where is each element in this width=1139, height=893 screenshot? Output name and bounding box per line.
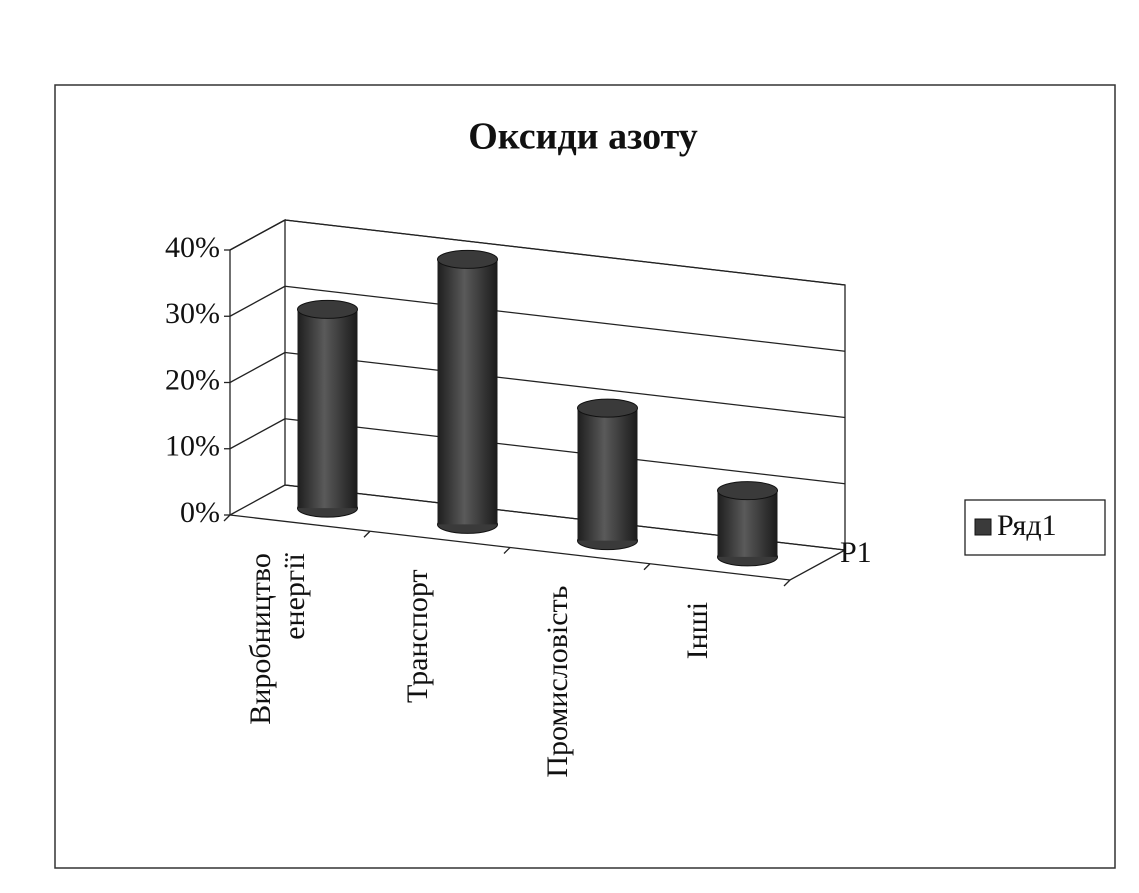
x-tick-mark <box>783 579 791 587</box>
bar-top <box>297 299 358 319</box>
y-tick-label: 20% <box>165 363 220 396</box>
chart-title: Оксиди азоту <box>468 116 698 158</box>
x-tick-mark <box>223 514 231 522</box>
x-tick-label: Інші <box>681 602 714 659</box>
grid-line <box>284 285 846 352</box>
grid-line <box>284 219 846 286</box>
grid-line <box>229 219 286 251</box>
legend-swatch <box>974 518 992 536</box>
legend-label: Ряд1 <box>997 509 1057 542</box>
y-tick-label: 30% <box>165 297 220 330</box>
bar <box>717 490 778 557</box>
grid-line <box>229 484 286 516</box>
bar-top <box>577 398 638 418</box>
y-tick-label: 0% <box>180 496 220 529</box>
grid-line <box>229 351 286 384</box>
grid-line <box>284 418 846 485</box>
bar-top <box>437 249 498 269</box>
x-tick-label-line: енергії <box>278 552 311 639</box>
grid-line <box>229 418 286 450</box>
bar <box>297 309 358 509</box>
grid-line <box>229 285 286 317</box>
chart-frame <box>54 84 1116 869</box>
grid-line <box>284 351 846 419</box>
x-tick-mark <box>643 563 651 571</box>
series-axis-label: Р1 <box>840 536 872 569</box>
x-tick-label: Транспорт <box>401 569 434 703</box>
bar-top <box>717 481 778 501</box>
bar <box>577 408 638 541</box>
x-tick-label: Виробництвоенергії <box>244 552 311 724</box>
y-tick-label: 10% <box>165 430 220 463</box>
y-tick-label: 40% <box>165 231 220 264</box>
x-tick-mark <box>503 547 511 554</box>
x-tick-mark <box>363 530 371 538</box>
x-tick-label-line: Виробництво <box>244 553 277 725</box>
bar <box>437 259 498 525</box>
x-tick-label: Промисловість <box>541 586 574 778</box>
